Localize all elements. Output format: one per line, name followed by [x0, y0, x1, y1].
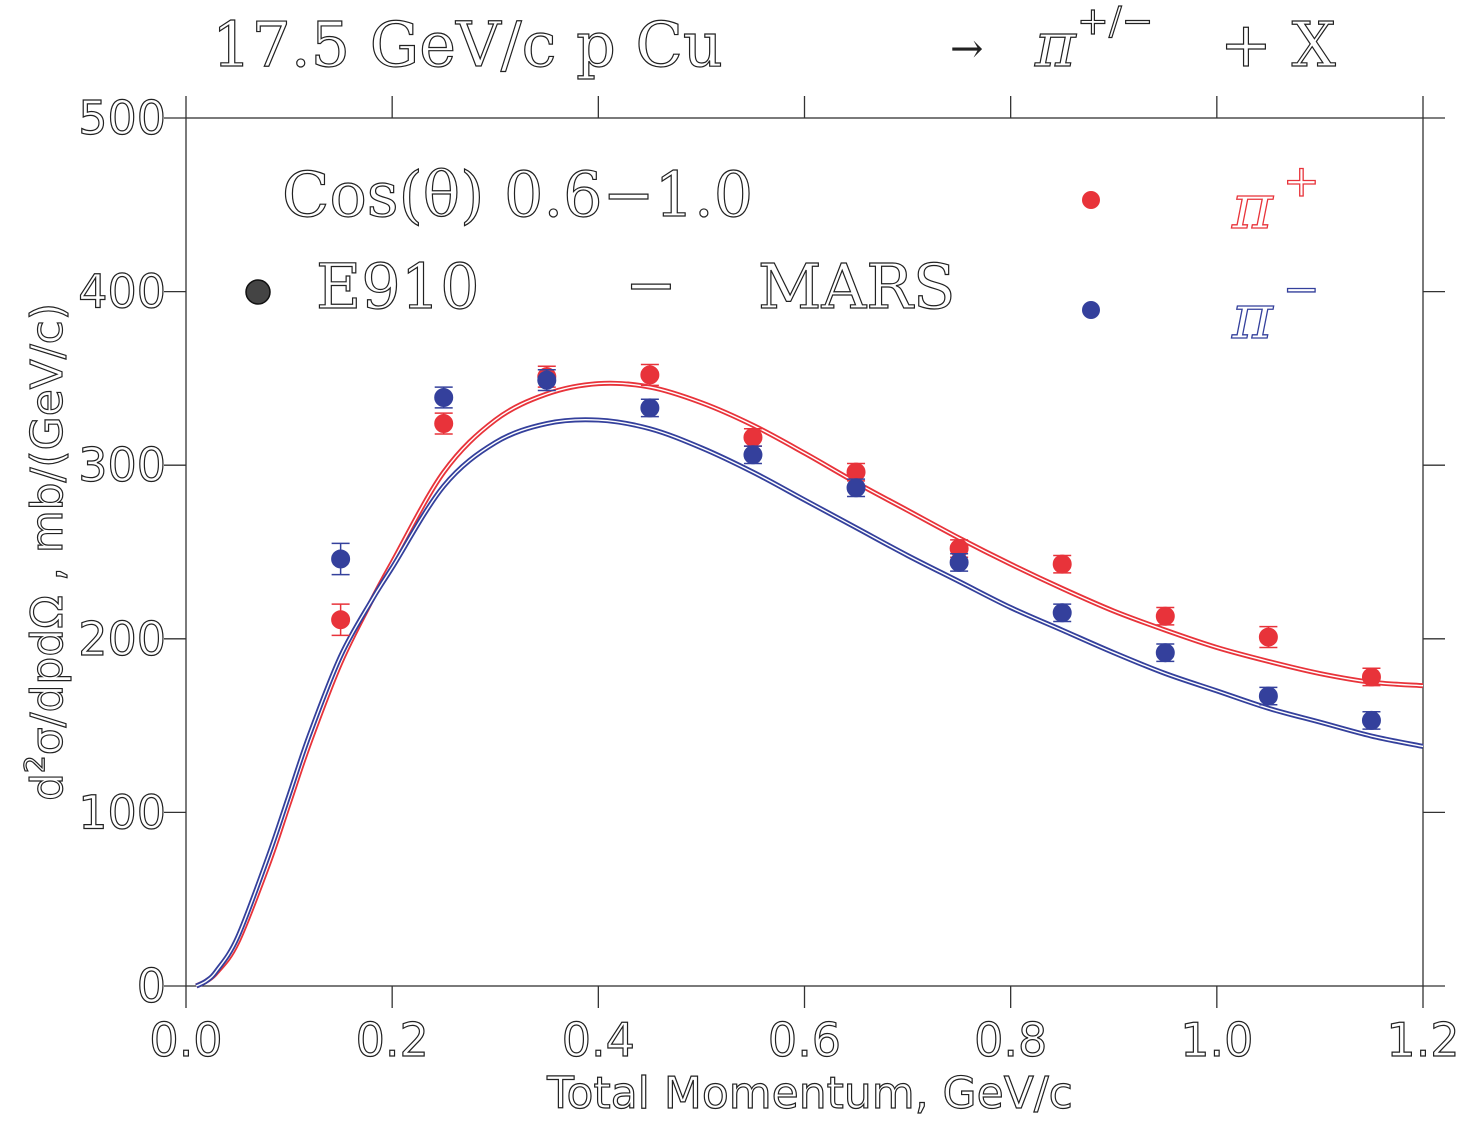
y-axis-label: d2σ/dpdΩ , mb/(GeV/c)	[17, 302, 73, 801]
x-tick-label: 0.2	[356, 1013, 429, 1067]
data-point-pi-plus	[1155, 606, 1175, 626]
data-point-pi-minus	[1052, 603, 1072, 623]
annotation: Cos(θ) 0.6−1.0 E910 − MARS	[245, 157, 956, 324]
data-point-pi-minus	[1361, 710, 1381, 730]
y-tick-label: 300	[78, 438, 166, 492]
y-axis-label-prefix: d	[22, 773, 73, 801]
x-tick-label: 0.0	[149, 1013, 222, 1067]
y-tick-label: 100	[78, 785, 166, 839]
data-point-pi-plus	[743, 427, 763, 447]
title-suffix: + X	[1220, 8, 1336, 81]
model-curve-pi-plus-inner	[195, 382, 1424, 987]
data-point-pi-plus	[434, 414, 454, 434]
title-main: 17.5 GeV/c p Cu	[212, 8, 723, 81]
y-axis-label-sup: 2	[18, 755, 51, 773]
plot-frame	[185, 117, 1424, 987]
y-tick-label: 200	[78, 612, 166, 666]
legend-symbol-pi-minus: π	[1231, 280, 1274, 353]
data-point-pi-minus	[640, 398, 660, 418]
legend-sup-pi-minus: −	[1283, 264, 1320, 315]
x-tick-label: 1.2	[1386, 1013, 1459, 1067]
annotation-dash: −	[625, 248, 677, 321]
data-point-pi-minus	[1155, 643, 1175, 663]
legend-marker-pi-minus	[1082, 301, 1100, 319]
x-axis-ticks	[185, 96, 1424, 1008]
y-axis-ticks	[164, 117, 1445, 987]
data-point-pi-minus	[949, 552, 969, 572]
data-point-pi-plus	[1258, 627, 1278, 647]
data-points	[331, 363, 1381, 730]
x-tick-label: 1.0	[1180, 1013, 1253, 1067]
title-charge: +/−	[1077, 0, 1153, 43]
annotation-marker	[245, 279, 271, 305]
annotation-data-label: E910	[316, 250, 480, 323]
data-point-pi-minus	[846, 478, 866, 498]
model-curve-pi-minus	[195, 417, 1424, 989]
model-curve-pi-minus-inner	[195, 419, 1424, 987]
annotation-model-label: MARS	[758, 250, 955, 323]
data-point-pi-minus	[537, 370, 557, 390]
legend-sup-pi-plus: +	[1283, 156, 1320, 207]
x-tick-label: 0.8	[974, 1013, 1047, 1067]
legend-marker-pi-plus	[1082, 191, 1100, 209]
title-particle: π	[1034, 8, 1077, 81]
annotation-cos-range: Cos(θ) 0.6−1.0	[282, 158, 753, 231]
y-tick-label: 0	[137, 959, 166, 1013]
data-point-pi-minus	[1258, 686, 1278, 706]
x-tick-label: 0.4	[562, 1013, 635, 1067]
y-tick-label: 400	[78, 265, 166, 319]
data-point-pi-plus	[640, 365, 660, 385]
y-axis-label-rest: σ/dpdΩ , mb/(GeV/c)	[22, 303, 73, 755]
x-tick-label: 0.6	[768, 1013, 841, 1067]
data-point-pi-minus	[331, 549, 351, 569]
title-arrow: →	[950, 26, 984, 72]
data-point-pi-minus	[434, 387, 454, 407]
data-point-pi-plus	[331, 610, 351, 630]
x-axis-label: Total Momentum, GeV/c	[546, 1068, 1073, 1119]
data-point-pi-plus	[1361, 667, 1381, 687]
y-tick-label: 500	[78, 91, 166, 145]
model-curve-pi-plus	[195, 380, 1424, 989]
data-point-pi-plus	[1052, 554, 1072, 574]
legend: π + π −	[1082, 155, 1321, 354]
svg-text:d2σ/dpdΩ , mb/(GeV/c): d2σ/dpdΩ , mb/(GeV/c)	[18, 303, 73, 801]
chart-title: 17.5 GeV/c p Cu → π +/− + X	[211, 0, 1336, 82]
x-axis-tick-labels: 0.0 0.2 0.4 0.6 0.8 1.0 1.2	[149, 1012, 1460, 1067]
data-point-pi-minus	[743, 445, 763, 465]
y-axis-tick-labels: 0 100 200 300 400 500	[78, 90, 167, 1013]
legend-symbol-pi-plus: π	[1231, 170, 1274, 243]
model-curves	[195, 380, 1424, 989]
